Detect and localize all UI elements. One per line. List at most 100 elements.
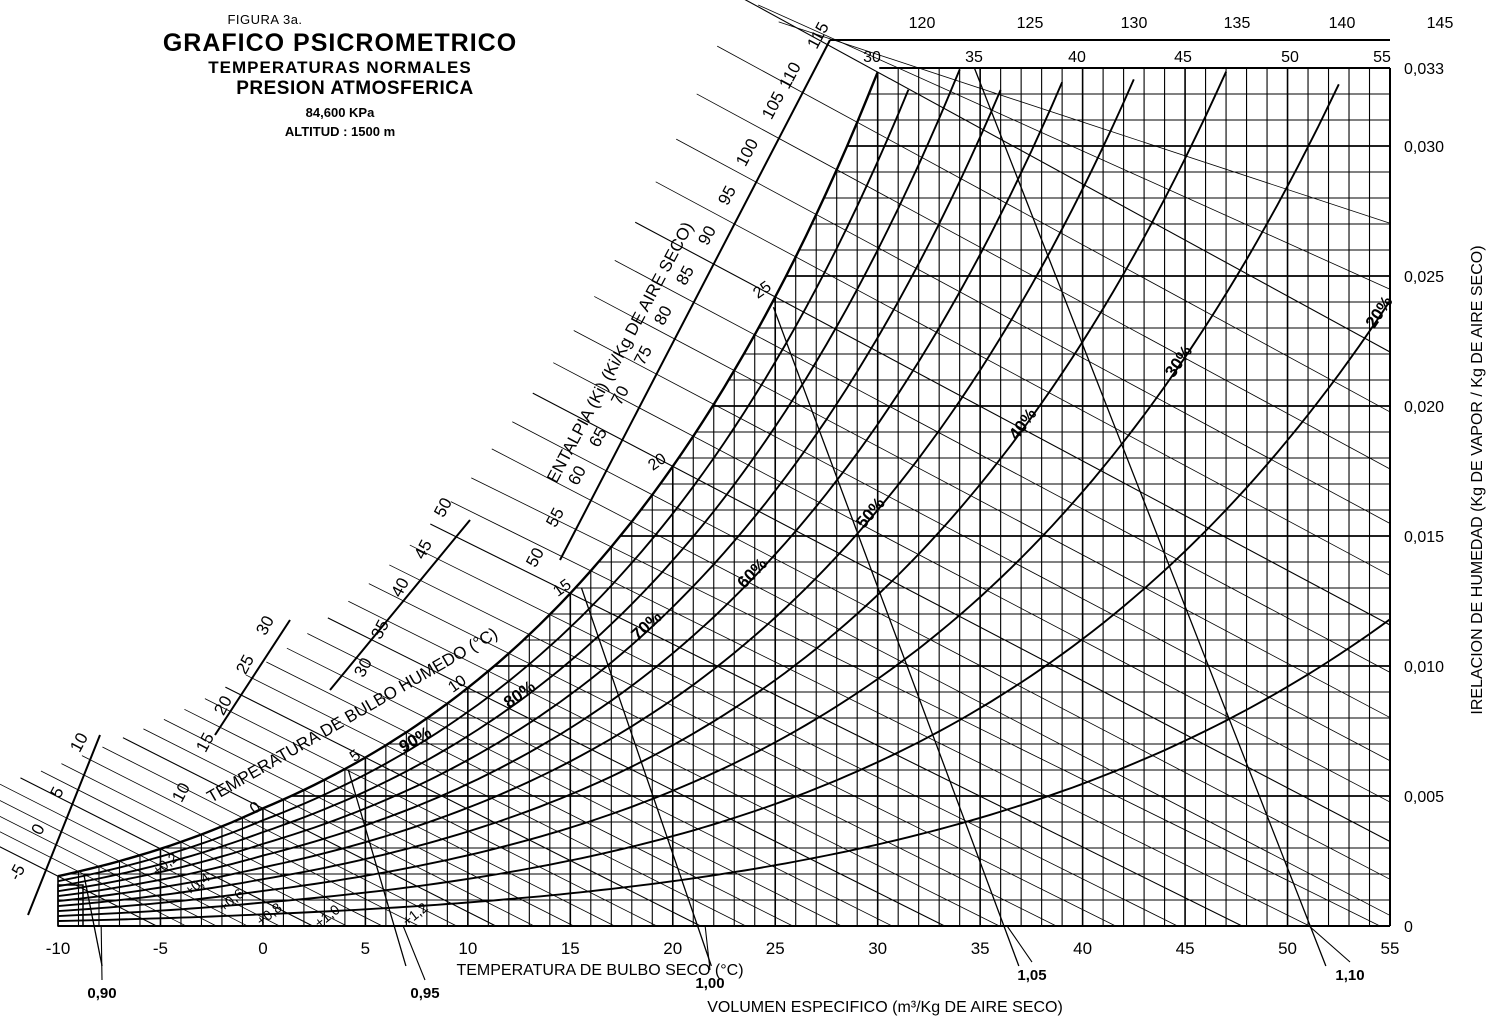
wet-bulb-line bbox=[532, 392, 1391, 843]
wet-bulb-line bbox=[0, 783, 280, 927]
corner-box bbox=[57, 884, 84, 927]
x-tick-label: 45 bbox=[1176, 939, 1195, 958]
y-tick-label: 0,015 bbox=[1404, 529, 1444, 546]
volume-label: 1,05 bbox=[1017, 967, 1046, 984]
rh-label-70: 70% bbox=[628, 607, 666, 644]
wet-bulb-line bbox=[491, 448, 1391, 916]
wet-bulb-line bbox=[614, 260, 1391, 673]
enthalpy-label: 55 bbox=[542, 505, 568, 531]
enthalpy-label: 10 bbox=[66, 730, 92, 756]
enthalpy-scale bbox=[27, 39, 1390, 927]
x-tick-label: 10 bbox=[458, 939, 477, 958]
wet-bulb-line bbox=[245, 674, 747, 927]
enthalpy-label: 50 bbox=[430, 495, 456, 521]
wet-bulb-line bbox=[61, 763, 383, 927]
specific-volume-leader bbox=[1308, 925, 1351, 963]
top-wetbulb-label: 45 bbox=[1174, 49, 1192, 66]
wet-bulb-line bbox=[20, 777, 313, 927]
wet-bulb-line bbox=[758, 4, 1391, 290]
enthalpy-scale-line-3 bbox=[214, 619, 291, 736]
wet-bulb-line bbox=[450, 501, 1310, 927]
y-tick-label: 0,025 bbox=[1404, 269, 1444, 286]
enthalpy-label: 30 bbox=[252, 613, 278, 639]
enthalpy-scale-line-4 bbox=[27, 734, 101, 916]
x-tick-label: 20 bbox=[663, 939, 682, 958]
wet-bulb-line bbox=[409, 544, 1178, 927]
wet-bulb-line bbox=[594, 296, 1391, 718]
volume-label: 1,10 bbox=[1335, 967, 1364, 984]
specific-volume-lines bbox=[83, 67, 1351, 981]
enthalpy-label: 95 bbox=[714, 183, 740, 209]
rh-curve-90 bbox=[57, 89, 910, 883]
enthalpy-top-label: 145 bbox=[1427, 15, 1454, 32]
specific-volume-line bbox=[83, 873, 103, 967]
top-wetbulb-label: 55 bbox=[1373, 49, 1391, 66]
enthalpy-label: 100 bbox=[732, 135, 762, 169]
wet-bulb-line bbox=[430, 523, 1243, 927]
wet-bulb-line bbox=[553, 362, 1391, 803]
y-tick-label: 0,030 bbox=[1404, 139, 1444, 156]
enthalpy-label: 15 bbox=[192, 730, 218, 756]
pressure-label: PRESION ATMOSFERICA bbox=[236, 77, 474, 99]
x-tick-label: 55 bbox=[1381, 939, 1400, 958]
saturation-wetbulb-label: 25 bbox=[750, 278, 774, 302]
volume-label: 0,95 bbox=[410, 985, 439, 1002]
wet-bulb-line bbox=[184, 708, 615, 927]
y-tick-label: 0 bbox=[1404, 919, 1413, 936]
pressure-value: 84,600 KPa bbox=[305, 104, 375, 120]
rh-curve-70 bbox=[57, 89, 1002, 893]
rh-curve-10 bbox=[57, 618, 1391, 922]
top-wetbulb-label: 35 bbox=[965, 49, 983, 66]
wet-bulb-line bbox=[266, 661, 793, 927]
saturation-wetbulb-label: 10 bbox=[445, 672, 469, 696]
x-tick-label: 50 bbox=[1278, 939, 1297, 958]
wet-bulb-line bbox=[286, 647, 842, 927]
wet-bulb-line bbox=[368, 583, 1057, 927]
wet-bulb-line bbox=[0, 831, 186, 927]
x-tick-label: -10 bbox=[46, 939, 71, 958]
rh-curve-50 bbox=[57, 79, 1135, 903]
y-axis-title: IRELACION DE HUMEDAD (Kg DE VAPOR / Kg D… bbox=[1469, 245, 1486, 714]
enthalpy-scale-line bbox=[559, 39, 831, 561]
wet-bulb-line bbox=[389, 564, 1116, 927]
volume-axis-title: VOLUMEN ESPECIFICO (m³/Kg DE AIRE SECO) bbox=[707, 999, 1063, 1016]
top-wetbulb-label: 40 bbox=[1068, 49, 1086, 66]
x-tick-label: 0 bbox=[258, 939, 267, 958]
wet-bulb-line bbox=[102, 746, 457, 927]
wet-bulb-line bbox=[512, 421, 1391, 880]
chart-title: GRAFICO PSICROMETRICO bbox=[162, 28, 518, 57]
specific-volume-leader bbox=[100, 925, 103, 981]
wet-bulb-lines bbox=[0, 0, 1391, 927]
wet-bulb-line bbox=[778, 21, 1391, 224]
wet-bulb-line bbox=[327, 617, 945, 927]
wet-bulb-line bbox=[204, 698, 657, 927]
wet-bulb-line bbox=[307, 633, 893, 927]
enthalpy-top-label: 120 bbox=[909, 15, 936, 32]
wet-bulb-line bbox=[0, 846, 157, 927]
enthalpy-label: 30 bbox=[350, 655, 376, 681]
wet-bulb-line bbox=[471, 477, 1381, 927]
enthalpy-label: 115 bbox=[803, 19, 833, 52]
enthalpy-label: 20 bbox=[210, 693, 236, 719]
x-tick-label: 5 bbox=[361, 939, 370, 958]
y-tick-label: 0,010 bbox=[1404, 659, 1444, 676]
rh-label-20: 20% bbox=[1362, 293, 1397, 332]
x-tick-label: 30 bbox=[868, 939, 887, 958]
x-tick-label: 25 bbox=[766, 939, 785, 958]
enthalpy-label: 75 bbox=[630, 343, 656, 369]
specific-volume-leader bbox=[1006, 925, 1033, 963]
wet-bulb-line bbox=[0, 800, 248, 927]
volume-label: 1,00 bbox=[695, 975, 724, 992]
top-wetbulb-label: 50 bbox=[1281, 49, 1299, 66]
wet-bulb-line bbox=[0, 815, 217, 927]
enthalpy-label: 90 bbox=[694, 223, 720, 249]
y-tick-label: 0,005 bbox=[1404, 789, 1444, 806]
wet-bulb-line bbox=[225, 686, 701, 927]
enthalpy-label: 50 bbox=[522, 545, 548, 571]
wet-bulb-line bbox=[40, 770, 348, 927]
rh-curve-40 bbox=[57, 71, 1227, 908]
altitude-label: ALTITUD : 1500 m bbox=[284, 124, 396, 140]
volume-label: 0,90 bbox=[87, 985, 116, 1002]
enthalpy-label: 110 bbox=[775, 59, 805, 92]
wet-bulb-line bbox=[122, 737, 497, 927]
